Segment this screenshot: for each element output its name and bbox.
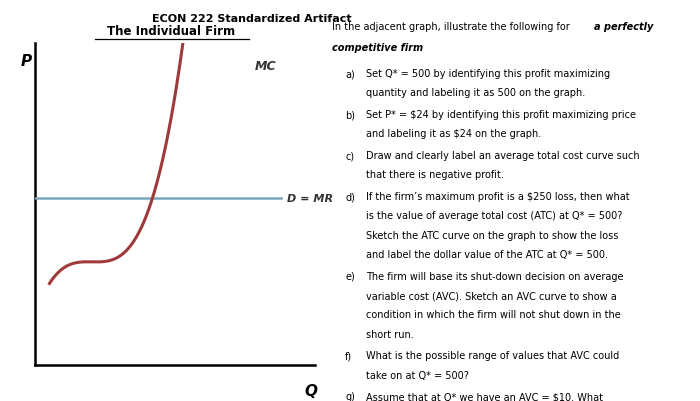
Text: Q: Q bbox=[304, 383, 317, 397]
Text: Sketch the ATC curve on the graph to show the loss: Sketch the ATC curve on the graph to sho… bbox=[366, 230, 619, 240]
Text: Set Q* = 500 by identifying this profit maximizing: Set Q* = 500 by identifying this profit … bbox=[366, 69, 610, 79]
Text: and label the dollar value of the ATC at Q* = 500.: and label the dollar value of the ATC at… bbox=[366, 249, 608, 259]
Text: P: P bbox=[21, 54, 32, 69]
Text: g): g) bbox=[345, 391, 355, 401]
Text: is the value of average total cost (ATC) at Q* = 500?: is the value of average total cost (ATC)… bbox=[366, 211, 622, 221]
Text: e): e) bbox=[345, 271, 355, 281]
Text: f): f) bbox=[345, 350, 352, 360]
Text: The Individual Firm: The Individual Firm bbox=[107, 25, 236, 38]
Text: The firm will base its shut-down decision on average: The firm will base its shut-down decisio… bbox=[366, 271, 624, 281]
Text: ECON 222 Standardized Artifact: ECON 222 Standardized Artifact bbox=[152, 14, 352, 24]
Text: Draw and clearly label an average total cost curve such: Draw and clearly label an average total … bbox=[366, 151, 640, 161]
Text: d): d) bbox=[345, 192, 355, 202]
Text: Assume that at Q* we have an AVC = $10. What: Assume that at Q* we have an AVC = $10. … bbox=[366, 391, 603, 401]
Text: that there is negative profit.: that there is negative profit. bbox=[366, 170, 504, 180]
Text: MC: MC bbox=[255, 60, 276, 73]
Text: b): b) bbox=[345, 110, 355, 120]
Text: a): a) bbox=[345, 69, 355, 79]
Text: What is the possible range of values that AVC could: What is the possible range of values tha… bbox=[366, 350, 620, 360]
Text: If the firm’s maximum profit is a $250 loss, then what: If the firm’s maximum profit is a $250 l… bbox=[366, 192, 630, 202]
Text: quantity and labeling it as 500 on the graph.: quantity and labeling it as 500 on the g… bbox=[366, 88, 585, 98]
Text: In the adjacent graph, illustrate the following for: In the adjacent graph, illustrate the fo… bbox=[332, 22, 573, 32]
Text: competitive firm: competitive firm bbox=[332, 43, 424, 53]
Text: variable cost (AVC). Sketch an AVC curve to show a: variable cost (AVC). Sketch an AVC curve… bbox=[366, 290, 617, 300]
Text: take on at Q* = 500?: take on at Q* = 500? bbox=[366, 370, 469, 380]
Text: Set P* = $24 by identifying this profit maximizing price: Set P* = $24 by identifying this profit … bbox=[366, 110, 636, 120]
Text: short run.: short run. bbox=[366, 329, 414, 339]
Text: D = MR: D = MR bbox=[287, 193, 333, 203]
Text: a perfectly: a perfectly bbox=[594, 22, 653, 32]
Text: c): c) bbox=[345, 151, 354, 161]
Text: .: . bbox=[414, 43, 417, 53]
Text: condition in which the firm will not shut down in the: condition in which the firm will not shu… bbox=[366, 310, 621, 320]
Text: and labeling it as $24 on the graph.: and labeling it as $24 on the graph. bbox=[366, 129, 541, 139]
